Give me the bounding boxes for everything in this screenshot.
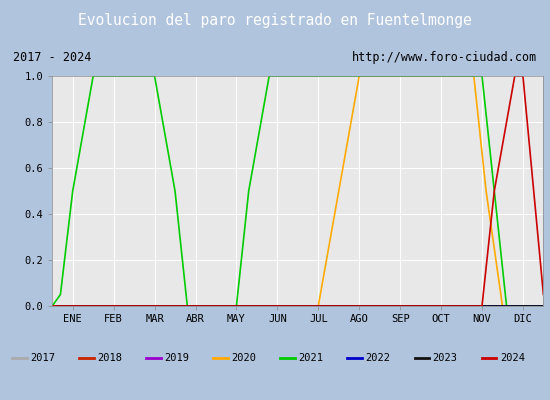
Text: 2017: 2017 (30, 353, 55, 363)
Text: 2022: 2022 (366, 353, 390, 363)
Text: 2020: 2020 (232, 353, 256, 363)
Text: http://www.foro-ciudad.com: http://www.foro-ciudad.com (351, 51, 537, 64)
Text: Evolucion del paro registrado en Fuentelmonge: Evolucion del paro registrado en Fuentel… (78, 14, 472, 28)
Text: 2021: 2021 (299, 353, 323, 363)
Text: 2017 - 2024: 2017 - 2024 (13, 51, 91, 64)
Text: 2018: 2018 (97, 353, 122, 363)
Text: 2019: 2019 (164, 353, 189, 363)
Text: 2023: 2023 (433, 353, 458, 363)
Text: 2024: 2024 (500, 353, 525, 363)
